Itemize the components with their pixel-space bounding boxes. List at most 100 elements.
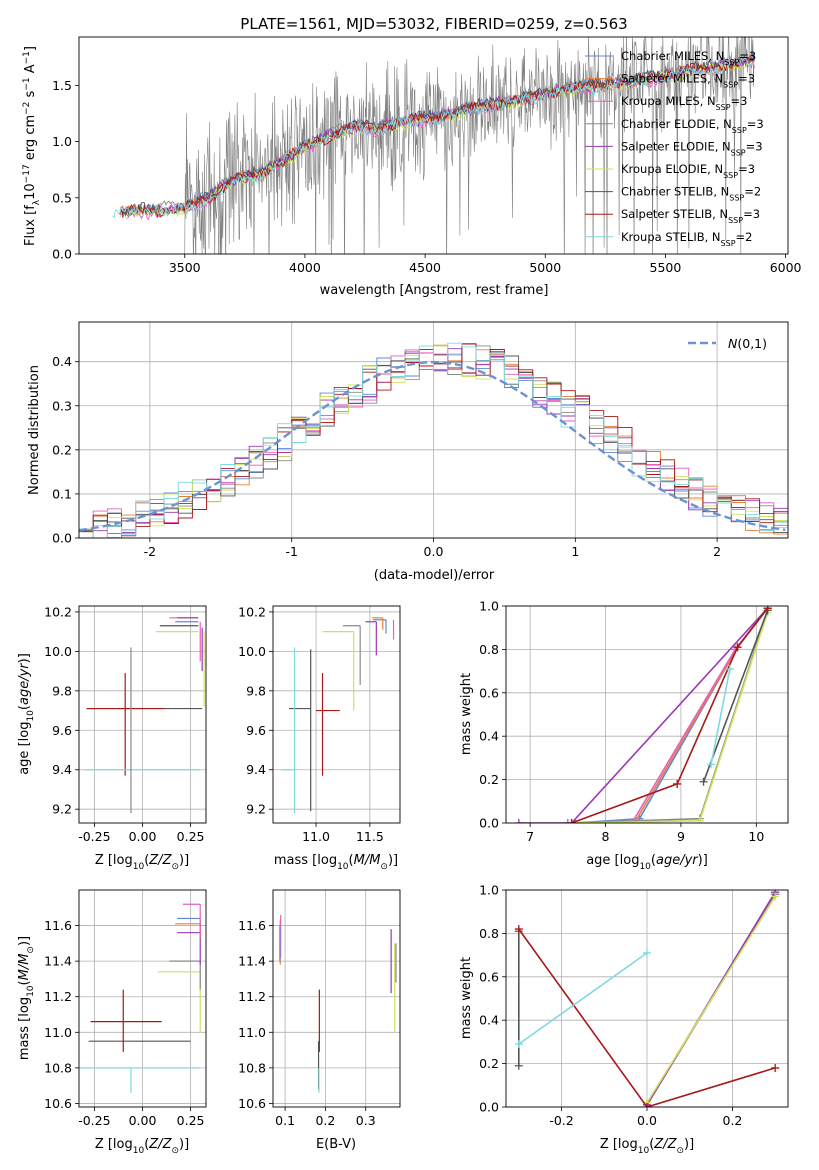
age_vs_mass-xtick-label-1: 11.5 bbox=[356, 829, 384, 844]
spectrum-xtick-label-5: 6000 bbox=[770, 260, 802, 275]
residuals-xlabel: (data-model)/error bbox=[374, 568, 495, 583]
mass_vs_Z-frame bbox=[78, 889, 207, 1108]
legend-entry-kroupa_stelib: Kroupa STELIB, NSSP=2 bbox=[621, 230, 752, 248]
legend-entry-kroupa_elodie: Kroupa ELODIE, NSSP=3 bbox=[621, 162, 755, 180]
age_vs_mass-point-4 bbox=[342, 625, 361, 685]
weight_vs_age-ytick-label-5: 1.0 bbox=[479, 599, 499, 614]
weight_vs_age-marker-salpeter_stelib-1 bbox=[673, 779, 682, 788]
spectrum-xtick-label-3: 5000 bbox=[529, 260, 561, 275]
age_vs_Z-ytick-label-2: 9.6 bbox=[52, 723, 72, 738]
mass_vs_Z-xtick-label-0: -0.25 bbox=[78, 1113, 110, 1128]
spectrum-xtick-label-0: 3500 bbox=[169, 260, 201, 275]
weight_vs_age-frame bbox=[505, 605, 789, 824]
mass_vs_Z-panel: -0.25 0.00 0.25 10.6 10.8 11.0 11.2 11.4 11.6 Z [… bbox=[17, 889, 207, 1156]
age_vs_mass-panel: 11.0 11.5 9.2 9.4 9.6 9.8 10.0 10.2 mass [log10(… bbox=[238, 604, 401, 872]
age_vs_mass-frame bbox=[272, 605, 401, 824]
residuals-legend: N(0,1) bbox=[688, 336, 767, 351]
residuals-frame bbox=[78, 321, 789, 539]
weight_vs_Z-marker-chabrier_stelib-0 bbox=[514, 1061, 523, 1070]
age_vs_Z-ytick-label-4: 10.0 bbox=[44, 644, 72, 659]
spectrum-plot-area bbox=[112, 37, 755, 254]
mass_vs_ebv-xtick-label-2: 0.3 bbox=[356, 1113, 376, 1128]
spectrum-ytick-label-1: 0.5 bbox=[52, 190, 72, 205]
age_vs_mass-xlabel: mass [log10(M/M⊙)] bbox=[274, 853, 398, 872]
weight_vs_age-xlabel: age [log10(age/yr)] bbox=[586, 853, 708, 872]
age_vs_Z-xtick-label-2: 0.25 bbox=[177, 829, 205, 844]
mass_vs_ebv-xtick-label-0: 0.1 bbox=[275, 1113, 295, 1128]
spectrum-ytick-label-2: 1.0 bbox=[52, 134, 72, 149]
weight_vs_age-marker-kroupa_stelib-1 bbox=[725, 664, 734, 673]
weight_vs_age-ylabel: mass weight bbox=[459, 673, 474, 755]
legend-entry-chabrier_miles: Chabrier MILES, NSSP=3 bbox=[621, 49, 756, 67]
weight_vs_Z-ytick-label-5: 1.0 bbox=[479, 883, 499, 898]
mass_vs_Z-point-1 bbox=[90, 989, 162, 1052]
weight_vs_Z-ytick-label-0: 0.0 bbox=[479, 1100, 499, 1115]
figure-title: PLATE=1561, MJD=53032, FIBERID=0259, z=0… bbox=[240, 15, 627, 33]
residuals-xtick-label-1: -1 bbox=[285, 544, 297, 559]
mass_vs_Z-ytick-label-2: 11.0 bbox=[44, 1025, 72, 1040]
weight_vs_age-marker-kroupa_stelib-0 bbox=[707, 760, 716, 769]
weight_vs_Z-plot-area bbox=[514, 890, 780, 1107]
age_vs_Z-frame bbox=[78, 605, 207, 824]
residuals-ytick-label-0: 0.0 bbox=[52, 531, 72, 546]
mass_vs_Z-point-7 bbox=[177, 917, 201, 937]
weight_vs_age-marker-salpeter_stelib-3 bbox=[763, 606, 772, 613]
mass_vs_ebv-ytick-label-1: 10.8 bbox=[238, 1060, 266, 1075]
spectrum-xtick-label-2: 4500 bbox=[409, 260, 441, 275]
residuals-xtick-label-2: 0.0 bbox=[424, 544, 444, 559]
residuals-ytick-label-3: 0.3 bbox=[52, 398, 72, 413]
weight_vs_Z-series-chabrier_stelib bbox=[514, 927, 523, 1070]
weight_vs_age-marker-chabrier_elodie-0 bbox=[563, 819, 572, 823]
mass_vs_Z-ytick-label-1: 10.8 bbox=[44, 1060, 72, 1075]
mass_vs_Z-xtick-label-2: 0.25 bbox=[177, 1113, 205, 1128]
weight_vs_Z-ytick-label-3: 0.6 bbox=[479, 969, 499, 984]
weight_vs_age-marker-salpeter_miles-0 bbox=[571, 819, 580, 823]
weight_vs_Z-frame bbox=[505, 889, 789, 1108]
residuals-xtick-label-0: -2 bbox=[144, 544, 156, 559]
age_vs_mass-ytick-label-1: 9.4 bbox=[246, 762, 266, 777]
mass_vs_ebv-frame bbox=[272, 889, 401, 1108]
age_vs_Z-ylabel: age [log10(age/yr)] bbox=[17, 653, 36, 775]
age_vs_mass-point-3 bbox=[322, 631, 355, 711]
weight_vs_age-ytick-label-0: 0.0 bbox=[479, 816, 499, 831]
weight_vs_Z-marker-salpeter_stelib-0 bbox=[514, 925, 523, 934]
legend-entry-kroupa_miles: Kroupa MILES, NSSP=3 bbox=[621, 94, 747, 112]
residuals-plot-area bbox=[79, 342, 788, 538]
age_vs_mass-ytick-label-5: 10.2 bbox=[238, 604, 266, 619]
weight_vs_age-marker-salpeter_elodie-0 bbox=[514, 819, 523, 823]
spectrum-panel: 3500 4000 4500 5000 5500 6000 0.0 0.5 1.0 1.5 wave… bbox=[22, 36, 802, 298]
weight_vs_age-ytick-label-2: 0.4 bbox=[479, 729, 499, 744]
residuals-xtick-label-4: 2 bbox=[713, 544, 721, 559]
legend-entry-salpeter_miles: Salpeter MILES, NSSP=3 bbox=[621, 72, 755, 90]
weight_vs_age-xtick-label-2: 9 bbox=[677, 829, 685, 844]
residuals-xtick-label-3: 1 bbox=[571, 544, 579, 559]
spectrum-ytick-label-3: 1.5 bbox=[52, 78, 72, 93]
residuals-ytick-label-4: 0.4 bbox=[52, 354, 72, 369]
legend-entry-salpeter_stelib: Salpeter STELIB, NSSP=3 bbox=[621, 207, 760, 225]
age_vs_mass-ytick-label-3: 9.8 bbox=[246, 683, 266, 698]
spectrum-xtick-label-1: 4000 bbox=[289, 260, 321, 275]
mass_vs_Z-ytick-label-0: 10.6 bbox=[44, 1096, 72, 1111]
residuals-panel: -2 -1 0.0 1 2 0.0 0.1 0.2 0.3 0.4 (data-model)/err… bbox=[27, 321, 789, 583]
age_vs_Z-panel: -0.25 0.00 0.25 9.2 9.4 9.6 9.8 10.0 10.2 Z [log1… bbox=[17, 604, 207, 872]
mass_vs_Z-point-5 bbox=[177, 932, 201, 965]
age_vs_mass-point-7 bbox=[372, 617, 384, 630]
residuals-ylabel: Normed distribution bbox=[27, 365, 42, 495]
weight_vs_age-ytick-label-1: 0.2 bbox=[479, 772, 499, 787]
mass_vs_ebv-ytick-label-5: 11.6 bbox=[238, 918, 266, 933]
legend-entry-chabrier_elodie: Chabrier ELODIE, NSSP=3 bbox=[621, 117, 764, 135]
weight_vs_Z-marker-kroupa_stelib-1 bbox=[643, 948, 651, 957]
mass_vs_ebv-ytick-label-4: 11.4 bbox=[238, 954, 266, 969]
spectrum-frame bbox=[78, 36, 789, 255]
legend-entry-gaussian: N(0,1) bbox=[728, 336, 767, 351]
spectrum-ytick-label-0: 0.0 bbox=[52, 247, 72, 262]
mass_vs_Z-xtick-label-1: 0.00 bbox=[129, 1113, 157, 1128]
mass_vs_ebv-ytick-label-0: 10.6 bbox=[238, 1096, 266, 1111]
mass_vs_ebv-ytick-label-2: 11.0 bbox=[238, 1025, 266, 1040]
spectrum-data-line bbox=[184, 37, 755, 254]
mass_vs_Z-point-8 bbox=[182, 903, 201, 937]
weight_vs_Z-xtick-label-0: -0.2 bbox=[549, 1113, 573, 1128]
mass_vs_Z-ytick-label-3: 11.2 bbox=[44, 989, 72, 1004]
spectrum-legend: Chabrier MILES, NSSP=3 Salpeter MILES, NS… bbox=[585, 49, 764, 247]
